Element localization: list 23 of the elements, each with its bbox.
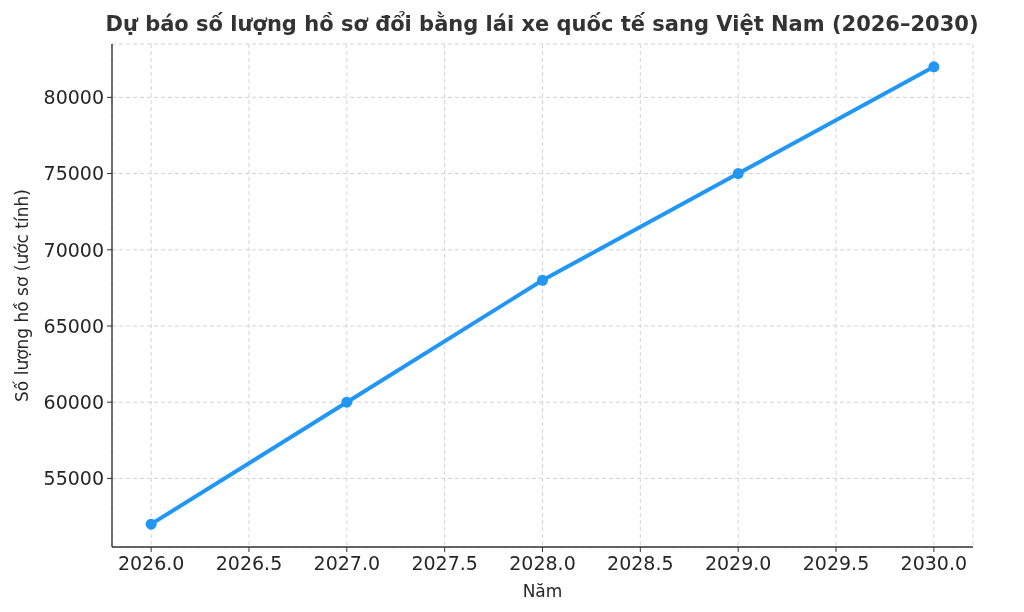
point [928, 61, 940, 73]
y-tick-label: 55000 [43, 467, 104, 490]
point [732, 168, 744, 180]
y-tick-label: 60000 [43, 390, 104, 413]
x-tick-label: 2030.0 [900, 552, 968, 575]
point [145, 518, 157, 530]
y-tick-label: 80000 [43, 86, 104, 109]
x-tick-label: 2027.0 [313, 552, 381, 575]
x-axis-title: Năm [522, 581, 563, 601]
y-axis-title: Số lượng hồ sơ (ước tính) [12, 189, 32, 402]
x-tick-label: 2027.5 [411, 552, 478, 575]
point [341, 396, 353, 408]
y-tick-label: 70000 [43, 238, 104, 261]
x-tick-label: 2028.0 [509, 552, 576, 575]
x-tick-label: 2026.5 [215, 552, 283, 575]
x-tick-label: 2026.0 [117, 552, 185, 575]
x-tick-label: 2028.5 [607, 552, 674, 575]
y-tick-label: 75000 [43, 162, 104, 185]
chart-title: Dự báo số lượng hồ sơ đổi bằng lái xe quốc tế sang Việt Nam (2026–2030) [105, 12, 979, 36]
point [537, 274, 548, 286]
y-tick-label: 65000 [43, 314, 104, 337]
x-tick-label: 2029.5 [802, 552, 870, 575]
x-tick-label: 2029.0 [704, 552, 772, 575]
